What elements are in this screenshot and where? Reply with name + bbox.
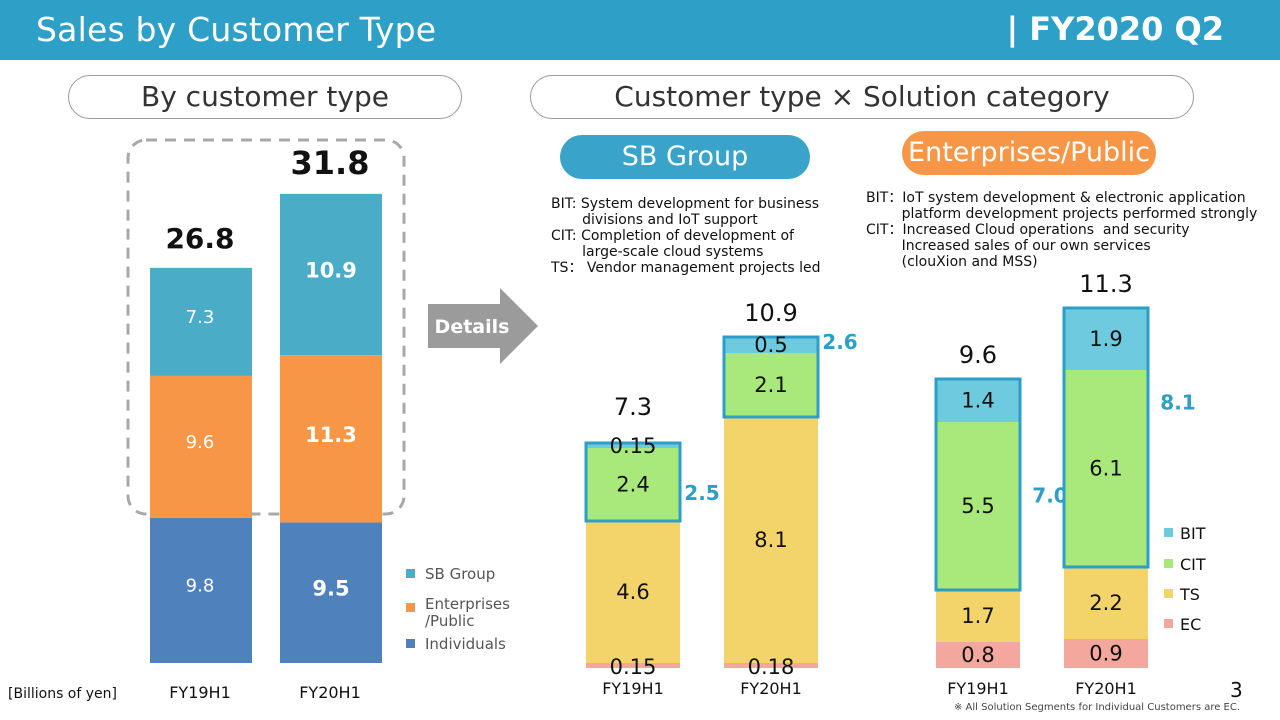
data-label: 1.7 <box>961 604 994 628</box>
bar-enterprises-public-fy19h1 <box>150 375 252 518</box>
legend-label: BIT <box>1180 524 1206 543</box>
data-label: 1.4 <box>961 389 994 413</box>
page-title: Sales by Customer Type <box>36 10 437 49</box>
bracket-total-label: 8.1 <box>1160 391 1195 415</box>
footnote: ※ All Solution Segments for Individual C… <box>954 702 1241 713</box>
bar-bit-fy20h1 <box>1064 308 1148 370</box>
unit-label: [Billions of yen] <box>8 686 117 702</box>
bar-ec-fy20h1 <box>1064 639 1148 668</box>
x-tick-label: FY19H1 <box>947 679 1009 698</box>
bracket-outline <box>934 377 1022 592</box>
data-label: 9.6 <box>186 432 215 453</box>
bar-cit-fy19h1 <box>936 422 1020 590</box>
legend-swatch <box>1164 619 1173 628</box>
data-label: 7.3 <box>186 307 215 328</box>
bar-ec-fy19h1 <box>586 663 680 668</box>
data-label: 0.8 <box>961 643 994 667</box>
data-label: 6.1 <box>1089 457 1122 481</box>
data-label: 0.15 <box>610 434 657 458</box>
bar-bit-fy20h1 <box>724 337 818 353</box>
data-label: 1.9 <box>1089 327 1122 351</box>
legend-label: Enterprises <box>425 595 510 613</box>
tag-enterprises-public: Enterprises/Public <box>902 131 1156 175</box>
legend-label: Individuals <box>425 635 506 653</box>
data-label: 8.1 <box>754 528 787 552</box>
page-number: 3 <box>1230 678 1243 702</box>
legend-swatch <box>406 639 415 648</box>
legend-label: EC <box>1180 615 1201 634</box>
total-label: 26.8 <box>165 222 234 255</box>
total-label: 9.6 <box>959 341 997 369</box>
data-label: 0.9 <box>1089 642 1122 666</box>
bar-ec-fy19h1 <box>936 642 1020 668</box>
legend-swatch <box>1164 528 1173 537</box>
total-label: 10.9 <box>744 299 797 327</box>
header-bar: Sales by Customer Type | FY2020 Q2 <box>0 0 1280 60</box>
legend-label: SB Group <box>425 565 495 583</box>
x-tick-label: FY19H1 <box>602 679 664 698</box>
panel-title-customer-solution: Customer type × Solution category <box>530 75 1194 119</box>
bracket-total-label: 2.6 <box>822 330 857 354</box>
total-label: 7.3 <box>614 393 652 421</box>
data-label: 10.9 <box>305 259 357 283</box>
data-label: 9.5 <box>312 577 349 601</box>
legend-swatch <box>1164 559 1173 568</box>
data-label: 9.8 <box>186 575 215 596</box>
data-label: 0.18 <box>748 655 795 679</box>
bar-ts-fy19h1 <box>586 521 680 663</box>
bar-enterprises-public-fy20h1 <box>280 355 382 523</box>
legend-label: /Public <box>425 612 474 630</box>
bar-sb-group-fy20h1 <box>280 193 382 356</box>
bracket-outline <box>584 441 682 523</box>
note-sb-group: BIT: System development for business div… <box>551 196 821 276</box>
bar-ts-fy19h1 <box>936 590 1020 642</box>
bar-ts-fy20h1 <box>724 417 818 663</box>
bracket-outline <box>722 335 820 419</box>
data-label: 5.5 <box>961 494 994 518</box>
panel-title-by-customer-type: By customer type <box>68 75 462 119</box>
data-label: 11.3 <box>305 423 357 447</box>
legend-label: CIT <box>1180 555 1206 574</box>
x-tick-label: FY19H1 <box>169 683 231 702</box>
data-label: 2.2 <box>1089 591 1122 615</box>
bar-individuals-fy20h1 <box>280 522 382 663</box>
legend-swatch <box>1164 589 1173 598</box>
data-label: 2.1 <box>754 373 787 397</box>
note-enterprises-public: BIT：IoT system development & electronic … <box>866 190 1258 270</box>
x-tick-label: FY20H1 <box>740 679 802 698</box>
x-tick-label: FY20H1 <box>299 683 361 702</box>
tag-sb-group: SB Group <box>560 135 810 179</box>
period-label: | FY2020 Q2 <box>1006 10 1224 48</box>
total-label: 11.3 <box>1079 270 1132 298</box>
legend-label: TS <box>1179 585 1200 604</box>
bar-ts-fy20h1 <box>1064 567 1148 639</box>
bar-bit-fy19h1 <box>936 379 1020 422</box>
highlight-box <box>126 138 406 516</box>
bracket-outline <box>1062 306 1150 569</box>
bar-cit-fy20h1 <box>1064 370 1148 567</box>
bar-ec-fy20h1 <box>724 663 818 668</box>
details-arrow-icon <box>428 288 538 364</box>
bar-individuals-fy19h1 <box>150 517 252 663</box>
bar-cit-fy19h1 <box>586 448 680 521</box>
legend-swatch <box>406 603 415 612</box>
details-label: Details <box>435 316 510 338</box>
bracket-total-label: 7.0 <box>1032 484 1067 508</box>
x-tick-label: FY20H1 <box>1075 679 1137 698</box>
data-label: 4.6 <box>616 580 649 604</box>
bracket-total-label: 2.5 <box>684 481 719 505</box>
legend-swatch <box>406 569 415 578</box>
bar-bit-fy19h1 <box>586 443 680 448</box>
bar-cit-fy20h1 <box>724 353 818 417</box>
bar-sb-group-fy19h1 <box>150 267 252 376</box>
data-label: 0.5 <box>754 333 787 357</box>
total-label: 31.8 <box>291 144 370 182</box>
data-label: 2.4 <box>616 473 649 497</box>
data-label: 0.15 <box>610 655 657 679</box>
